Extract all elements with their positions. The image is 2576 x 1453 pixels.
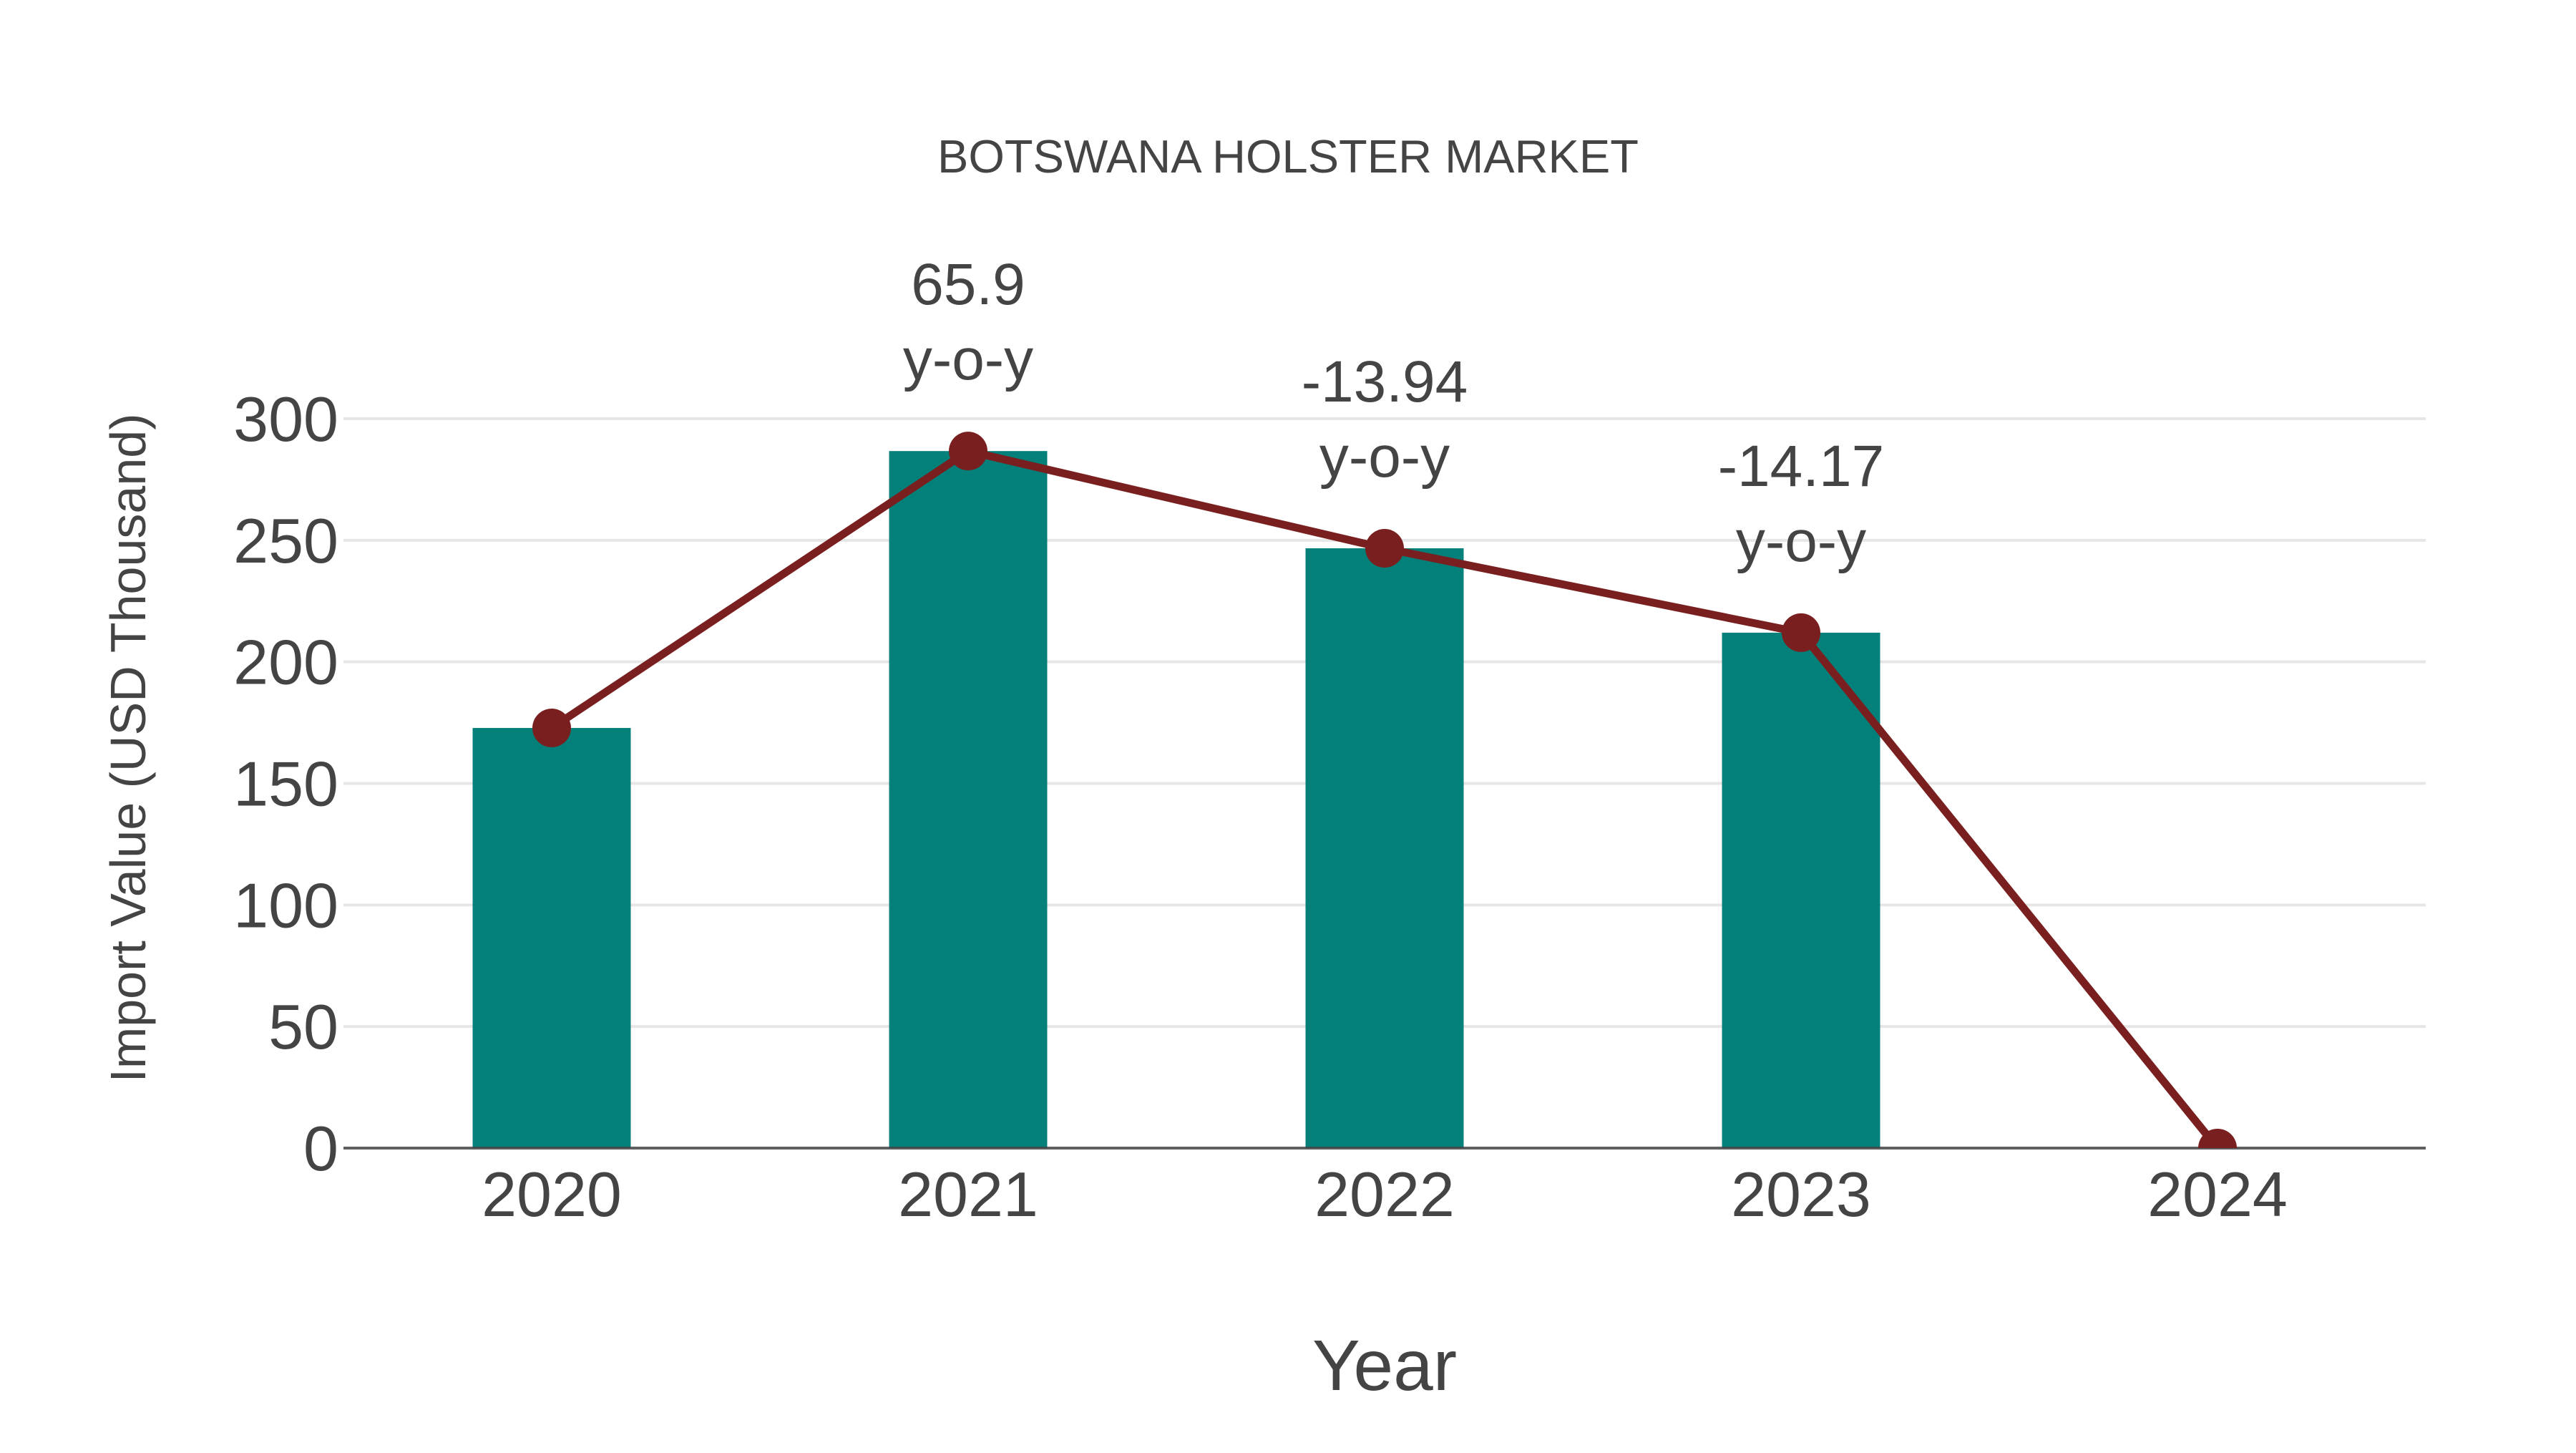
x-axis-title: Year	[1312, 1326, 1457, 1406]
x-axis-ticks: 2020 2021 2022 2023 2024	[482, 1159, 2288, 1230]
y-tick-label: 250	[233, 505, 338, 576]
yoy-value: -14.17	[1718, 434, 1885, 499]
marker-2020	[532, 709, 571, 748]
y-tick-label: 100	[233, 870, 338, 941]
bar-2022	[1305, 548, 1464, 1148]
yoy-annotation: 65.9 y-o-y	[903, 252, 1033, 392]
x-tick-label: 2021	[898, 1159, 1038, 1230]
bar-2020	[472, 728, 631, 1148]
yoy-label: y-o-y	[1736, 509, 1866, 574]
y-tick-label: 0	[303, 1113, 338, 1184]
y-tick-label: 300	[233, 384, 338, 455]
chart-title: BOTSWANA HOLSTER MARKET	[937, 130, 1639, 183]
y-tick-label: 150	[233, 749, 338, 820]
marker-2023	[1782, 613, 1820, 652]
line-series	[532, 432, 2237, 1148]
x-tick-label: 2022	[1314, 1159, 1455, 1230]
yoy-annotation: -13.94 y-o-y	[1302, 349, 1468, 490]
bar-series	[472, 451, 1880, 1148]
yoy-annotation: -14.17 y-o-y	[1718, 434, 1885, 574]
yoy-label: y-o-y	[1319, 424, 1450, 490]
x-tick-label: 2024	[2147, 1159, 2288, 1230]
marker-2024	[2198, 1129, 2237, 1148]
yoy-label: y-o-y	[903, 327, 1033, 392]
x-tick-label: 2023	[1731, 1159, 1871, 1230]
yoy-value: 65.9	[911, 252, 1025, 317]
yoy-annotations: 65.9 y-o-y -13.94 y-o-y -14.17 y-o-y	[903, 252, 1884, 574]
y-tick-label: 50	[268, 991, 338, 1062]
marker-2022	[1365, 529, 1404, 568]
y-axis-title: Import Value (USD Thousand)	[100, 413, 156, 1082]
yoy-value: -13.94	[1302, 349, 1468, 414]
bar-2023	[1722, 632, 1880, 1148]
bar-2021	[889, 451, 1048, 1148]
y-tick-label: 200	[233, 627, 338, 698]
x-tick-label: 2020	[482, 1159, 622, 1230]
y-axis-ticks: 0 50 100 150 200 250 300	[233, 384, 338, 1184]
marker-2021	[949, 432, 987, 471]
